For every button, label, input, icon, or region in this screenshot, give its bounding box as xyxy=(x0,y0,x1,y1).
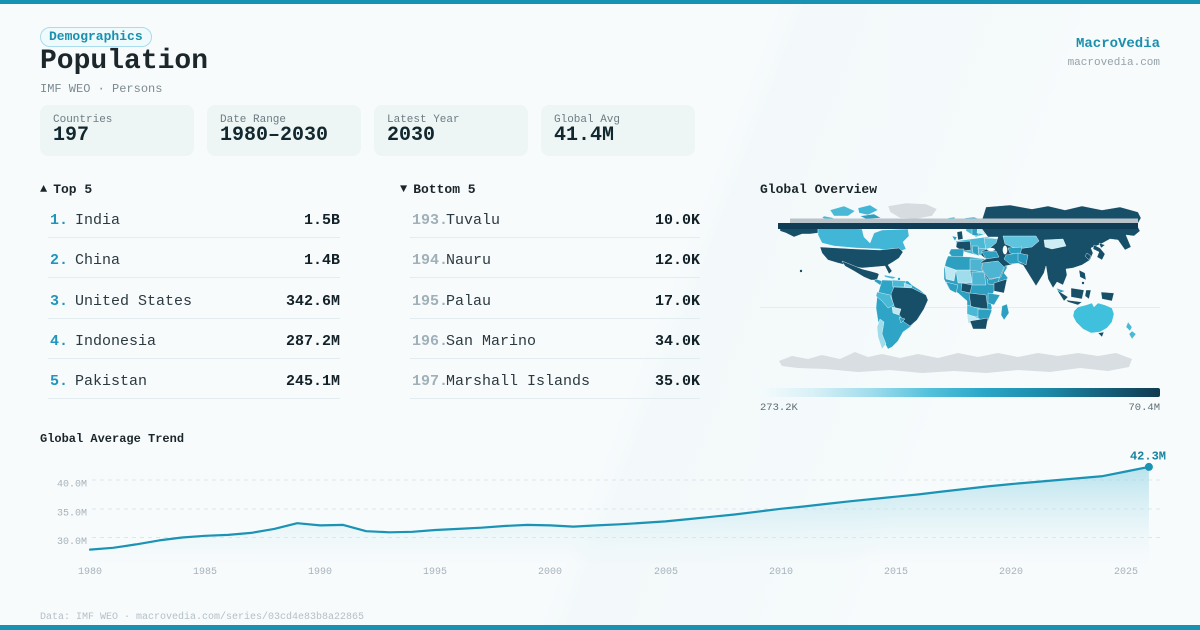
svg-text:2020: 2020 xyxy=(999,567,1023,578)
svg-text:2025: 2025 xyxy=(1114,567,1138,578)
svg-text:35.0M: 35.0M xyxy=(57,509,87,520)
svg-text:30.0M: 30.0M xyxy=(57,537,87,548)
svg-text:2000: 2000 xyxy=(538,567,562,578)
svg-text:42.3M: 42.3M xyxy=(1130,450,1166,464)
svg-text:2010: 2010 xyxy=(769,567,793,578)
svg-text:1985: 1985 xyxy=(193,567,217,578)
svg-text:40.0M: 40.0M xyxy=(57,480,87,491)
svg-text:2005: 2005 xyxy=(654,567,678,578)
svg-text:1995: 1995 xyxy=(423,567,447,578)
svg-text:1980: 1980 xyxy=(78,567,102,578)
svg-text:1990: 1990 xyxy=(308,567,332,578)
svg-text:2015: 2015 xyxy=(884,567,908,578)
